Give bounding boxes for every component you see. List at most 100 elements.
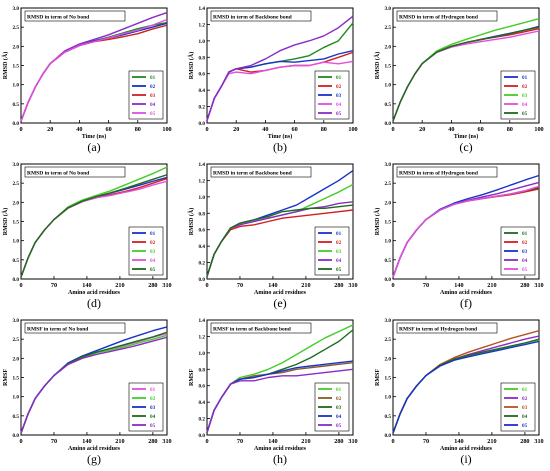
series-line-05 (206, 368, 354, 433)
y-tick-label: 0.4 (199, 244, 206, 250)
y-tick-label: 2.5 (385, 181, 392, 187)
legend-label-01: 01 (336, 387, 342, 393)
y-tick-label: 0.5 (385, 102, 392, 108)
x-tick-label: 20 (233, 126, 239, 133)
x-tick-label: 20 (419, 126, 425, 133)
x-tick-label: 280 (520, 282, 529, 289)
y-tick-label: 2.0 (385, 356, 392, 362)
y-tick-label: 0.0 (385, 277, 392, 283)
panel-letter: (a) (87, 140, 100, 154)
y-tick-label: 0.2 (199, 261, 206, 267)
x-tick-label: 0 (205, 438, 208, 445)
legend-label-02: 02 (150, 240, 156, 246)
y-axis-label: RMSF (3, 369, 9, 386)
x-tick-label: 210 (487, 438, 496, 445)
y-axis-label: RMSD (Å) (1, 208, 9, 236)
x-tick-label: 80 (507, 126, 513, 133)
title-box (396, 10, 498, 22)
legend-label-05: 05 (336, 423, 342, 429)
title-box (210, 322, 312, 334)
x-tick-label: 70 (423, 282, 429, 289)
y-tick-label: 1.0 (13, 239, 20, 245)
legend-label-02: 02 (150, 396, 156, 402)
y-tick-label: 1.4 (199, 318, 206, 324)
y-tick-label: 1.0 (199, 195, 206, 201)
y-tick-label: 2.0 (385, 200, 392, 206)
y-tick-label: 3.0 (385, 162, 392, 168)
y-tick-label: 2.0 (13, 356, 20, 362)
x-tick-label: 0 (205, 282, 208, 289)
legend-label-04: 04 (150, 102, 156, 108)
panel-letter: (g) (87, 452, 101, 466)
legend-label-05: 05 (336, 111, 342, 117)
y-axis-label: RMSD (Å) (1, 52, 9, 80)
legend-label-01: 01 (522, 75, 528, 81)
x-tick-label: 280 (148, 282, 157, 289)
legend-label-04: 04 (336, 414, 342, 420)
legend-label-03: 03 (150, 405, 156, 411)
y-tick-label: 0.0 (199, 121, 206, 127)
series-line-05 (392, 340, 540, 434)
panel-9: 0.0 0.5 1.0 1.5 2.0 2.5 3.0 0 70 140 210 280 310 Amin… (375, 318, 544, 466)
series-line-05 (392, 185, 540, 278)
legend-label-05: 05 (150, 111, 156, 117)
y-tick-label: 0.0 (385, 121, 392, 127)
y-tick-label: 1.5 (13, 64, 20, 70)
x-tick-label: 0 (205, 126, 208, 133)
panel-letter: (d) (87, 296, 101, 310)
y-tick-label: 2.0 (385, 44, 392, 50)
x-axis-label: Time (ns) (82, 133, 106, 140)
x-tick-label: 210 (301, 282, 310, 289)
y-axis-label: RMSD (Å) (187, 208, 195, 236)
legend-label-04: 04 (522, 102, 528, 108)
x-tick-label: 280 (334, 438, 343, 445)
title-box (24, 166, 126, 178)
x-axis-label: Amino acid residues (440, 446, 493, 452)
legend-label-02: 02 (336, 396, 342, 402)
y-tick-label: 1.2 (199, 334, 206, 340)
panel-letter: (i) (460, 452, 471, 466)
x-tick-label: 280 (148, 438, 157, 445)
x-tick-label: 100 (162, 126, 171, 133)
x-tick-label: 310 (348, 282, 357, 289)
x-tick-label: 60 (106, 126, 112, 133)
y-axis-label: RMSD (Å) (373, 52, 381, 80)
y-tick-label: 2.5 (385, 337, 392, 343)
panel-8: 0.0 0.2 0.4 0.6 0.8 1.0 1.2 1.4 0 70 140 210 280 310 A… (189, 318, 358, 466)
x-tick-label: 140 (268, 438, 277, 445)
series-line-05 (392, 26, 540, 122)
x-tick-label: 310 (534, 282, 543, 289)
legend-label-05: 05 (336, 267, 342, 273)
legend-label-03: 03 (522, 405, 528, 411)
y-tick-label: 0.8 (199, 211, 206, 217)
legend-label-02: 02 (336, 240, 342, 246)
y-tick-label: 1.0 (385, 395, 392, 401)
y-tick-label: 1.4 (199, 162, 206, 168)
y-tick-label: 0.0 (199, 433, 206, 439)
x-tick-label: 80 (321, 126, 327, 133)
y-tick-label: 2.5 (13, 25, 20, 31)
y-tick-label: 1.5 (385, 64, 392, 70)
chart-title: RMSD in term of No bond (27, 15, 89, 21)
legend-label-03: 03 (522, 249, 528, 255)
x-tick-label: 140 (82, 438, 91, 445)
y-tick-label: 3.0 (13, 6, 20, 12)
legend-label-05: 05 (522, 111, 528, 117)
y-tick-label: 3.0 (385, 6, 392, 12)
legend-label-01: 01 (150, 387, 156, 393)
panel-letter: (b) (273, 140, 287, 154)
title-box (24, 10, 126, 22)
y-tick-label: 0.2 (199, 105, 206, 111)
legend-label-05: 05 (150, 267, 156, 273)
x-tick-label: 0 (19, 438, 22, 445)
x-tick-label: 0 (391, 438, 394, 445)
x-tick-label: 70 (423, 438, 429, 445)
y-tick-label: 0.0 (385, 433, 392, 439)
legend-label-05: 05 (150, 423, 156, 429)
x-tick-label: 280 (334, 282, 343, 289)
legend-label-04: 04 (150, 258, 156, 264)
y-tick-label: 3.0 (13, 318, 20, 324)
panel-4: 0.0 0.5 1.0 1.5 2.0 2.5 3.0 0 70 140 210 280 310 Amin… (1, 162, 172, 310)
